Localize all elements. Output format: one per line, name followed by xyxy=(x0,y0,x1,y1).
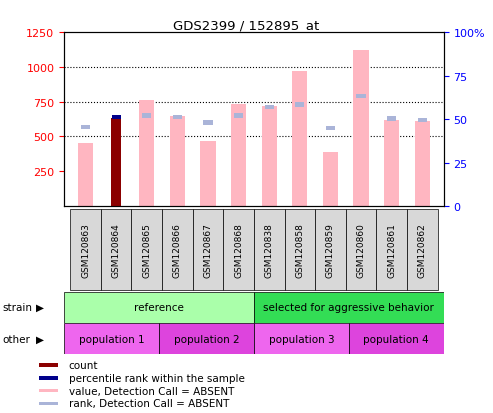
Bar xyxy=(173,116,182,120)
Text: count: count xyxy=(69,360,98,370)
Bar xyxy=(78,144,93,206)
Text: population 4: population 4 xyxy=(363,334,429,344)
Bar xyxy=(64,292,254,323)
Bar xyxy=(170,116,185,206)
Bar xyxy=(70,209,101,290)
Bar xyxy=(101,209,132,290)
Bar xyxy=(376,209,407,290)
Text: population 3: population 3 xyxy=(269,334,334,344)
Bar xyxy=(295,103,304,107)
Bar xyxy=(162,209,193,290)
Bar xyxy=(415,122,430,206)
Text: GSM120838: GSM120838 xyxy=(265,223,274,277)
Bar xyxy=(387,117,396,121)
Bar xyxy=(407,209,438,290)
Text: GSM120863: GSM120863 xyxy=(81,223,90,277)
Bar xyxy=(111,116,121,120)
Text: GSM120861: GSM120861 xyxy=(387,223,396,277)
Bar xyxy=(315,209,346,290)
Text: GSM120868: GSM120868 xyxy=(234,223,243,277)
Bar xyxy=(234,114,243,119)
Bar xyxy=(81,125,90,130)
Bar xyxy=(200,141,215,206)
Bar xyxy=(254,292,444,323)
Bar xyxy=(39,401,58,406)
Text: GSM120859: GSM120859 xyxy=(326,223,335,277)
Bar xyxy=(353,51,369,206)
Text: GDS2399 / 152895_at: GDS2399 / 152895_at xyxy=(174,19,319,31)
Bar xyxy=(64,323,159,354)
Bar xyxy=(254,323,349,354)
Bar xyxy=(349,323,444,354)
Text: GSM120865: GSM120865 xyxy=(142,223,151,277)
Text: strain: strain xyxy=(2,302,33,313)
Text: population 2: population 2 xyxy=(174,334,239,344)
Text: selected for aggressive behavior: selected for aggressive behavior xyxy=(263,302,434,313)
Bar xyxy=(262,107,277,206)
Text: reference: reference xyxy=(134,302,184,313)
Bar xyxy=(356,95,366,99)
Bar xyxy=(284,209,315,290)
Bar xyxy=(204,121,212,126)
Bar xyxy=(326,127,335,131)
Bar xyxy=(346,209,376,290)
Bar xyxy=(231,105,246,206)
Bar xyxy=(193,209,223,290)
Bar xyxy=(292,72,308,206)
Bar xyxy=(111,119,121,206)
Bar xyxy=(254,209,284,290)
Text: GSM120858: GSM120858 xyxy=(295,223,304,277)
Text: ▶: ▶ xyxy=(36,302,44,313)
Bar xyxy=(39,376,58,380)
Bar xyxy=(323,152,338,206)
Text: population 1: population 1 xyxy=(79,334,144,344)
Bar xyxy=(265,106,274,110)
Bar xyxy=(39,363,58,367)
Text: percentile rank within the sample: percentile rank within the sample xyxy=(69,373,245,383)
Text: GSM120867: GSM120867 xyxy=(204,223,212,277)
Text: GSM120862: GSM120862 xyxy=(418,223,427,277)
Bar xyxy=(39,389,58,392)
Bar xyxy=(384,121,399,206)
Bar xyxy=(142,114,151,119)
Text: rank, Detection Call = ABSENT: rank, Detection Call = ABSENT xyxy=(69,399,229,408)
Bar xyxy=(132,209,162,290)
Text: GSM120860: GSM120860 xyxy=(356,223,365,277)
Bar xyxy=(159,323,254,354)
Bar xyxy=(223,209,254,290)
Text: other: other xyxy=(2,334,31,344)
Bar xyxy=(139,101,154,206)
Text: GSM120864: GSM120864 xyxy=(111,223,121,277)
Text: GSM120866: GSM120866 xyxy=(173,223,182,277)
Text: value, Detection Call = ABSENT: value, Detection Call = ABSENT xyxy=(69,386,234,396)
Text: ▶: ▶ xyxy=(36,334,44,344)
Bar xyxy=(418,118,427,123)
